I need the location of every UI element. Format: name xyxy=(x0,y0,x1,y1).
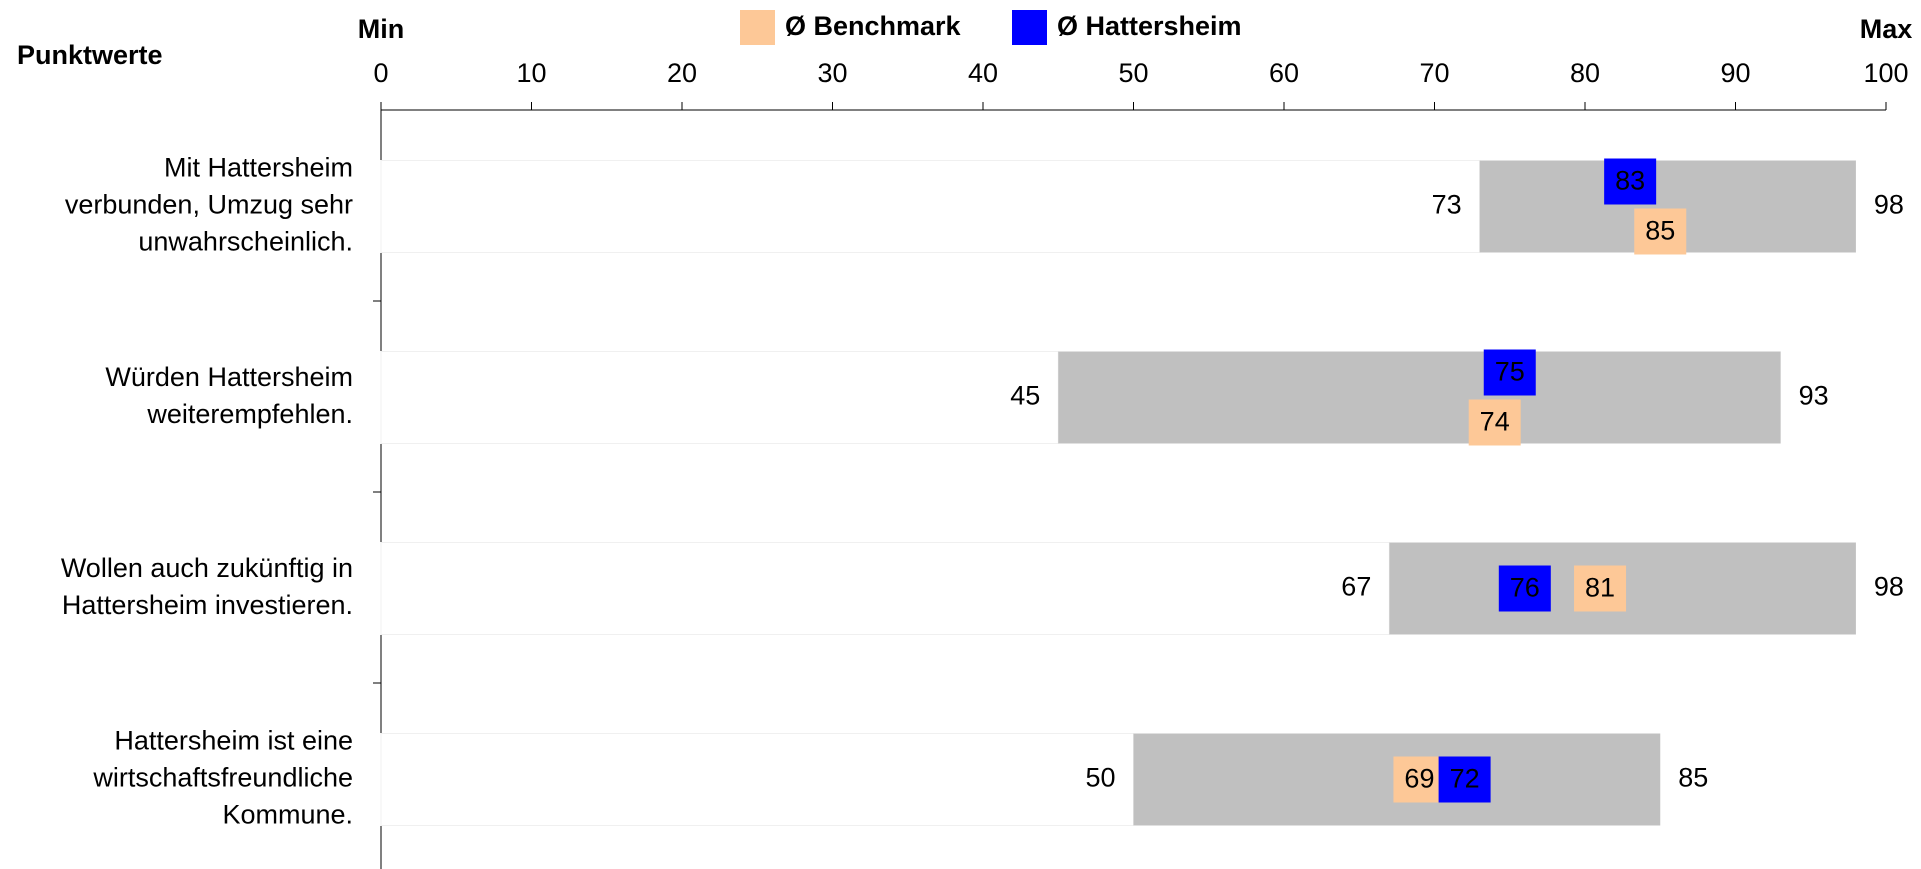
legend-label: Ø Benchmark xyxy=(785,11,962,41)
baseline-band xyxy=(380,351,1059,444)
max-label: 85 xyxy=(1678,763,1708,793)
baseline-band xyxy=(380,160,1481,253)
x-tick-label: 0 xyxy=(373,58,388,88)
marker xyxy=(1468,399,1521,446)
min-label: 45 xyxy=(1010,381,1040,411)
x-tick-label: 20 xyxy=(667,58,697,88)
x-tick-label: 60 xyxy=(1269,58,1299,88)
category-label: Hattersheim investieren. xyxy=(62,590,353,620)
marker-label: 83 xyxy=(1615,166,1645,196)
x-tick-label: 100 xyxy=(1863,58,1908,88)
range-bar xyxy=(1058,351,1781,444)
min-label: 73 xyxy=(1432,190,1462,220)
marker xyxy=(1574,565,1627,612)
legend-swatch xyxy=(740,10,775,45)
category-label: unwahrscheinlich. xyxy=(138,227,353,257)
x-tick-label: 70 xyxy=(1419,58,1449,88)
x-tick-label: 40 xyxy=(968,58,998,88)
marker-label: 75 xyxy=(1495,357,1525,387)
max-label: 98 xyxy=(1874,572,1904,602)
category-label: Mit Hattersheim xyxy=(164,153,353,183)
max-label: 93 xyxy=(1799,381,1829,411)
category-label: verbunden, Umzug sehr xyxy=(65,190,353,220)
marker xyxy=(1498,565,1551,612)
marker xyxy=(1634,208,1687,255)
x-tick-label: 80 xyxy=(1570,58,1600,88)
marker-label: 81 xyxy=(1585,573,1615,603)
category-label: Würden Hattersheim xyxy=(105,362,353,392)
category-label: weiterempfehlen. xyxy=(146,399,353,429)
legend-swatch xyxy=(1012,10,1047,45)
marker xyxy=(1438,756,1491,803)
x-tick-label: 90 xyxy=(1720,58,1750,88)
y-label: Punktwerte xyxy=(17,40,163,70)
marker-label: 85 xyxy=(1645,216,1675,246)
marker xyxy=(1483,349,1536,396)
x-tick-label: 30 xyxy=(817,58,847,88)
category-label: Kommune. xyxy=(222,800,353,830)
max-label: 98 xyxy=(1874,190,1904,220)
max-header: Max xyxy=(1860,14,1913,44)
baseline-band xyxy=(380,733,1134,826)
legend-label: Ø Hattersheim xyxy=(1057,11,1242,41)
marker-label: 76 xyxy=(1510,573,1540,603)
x-tick-label: 10 xyxy=(516,58,546,88)
category-label: Hattersheim ist eine xyxy=(114,726,353,756)
baseline-band xyxy=(380,542,1390,635)
category-label: wirtschaftsfreundliche xyxy=(92,763,353,793)
min-header: Min xyxy=(358,14,405,44)
x-tick-label: 50 xyxy=(1118,58,1148,88)
marker xyxy=(1393,756,1446,803)
marker xyxy=(1604,158,1657,205)
category-label: Wollen auch zukünftig in xyxy=(61,553,353,583)
min-label: 50 xyxy=(1085,763,1115,793)
marker-label: 72 xyxy=(1450,764,1480,794)
marker-label: 69 xyxy=(1404,764,1434,794)
min-label: 67 xyxy=(1341,572,1371,602)
marker-label: 74 xyxy=(1480,407,1510,437)
